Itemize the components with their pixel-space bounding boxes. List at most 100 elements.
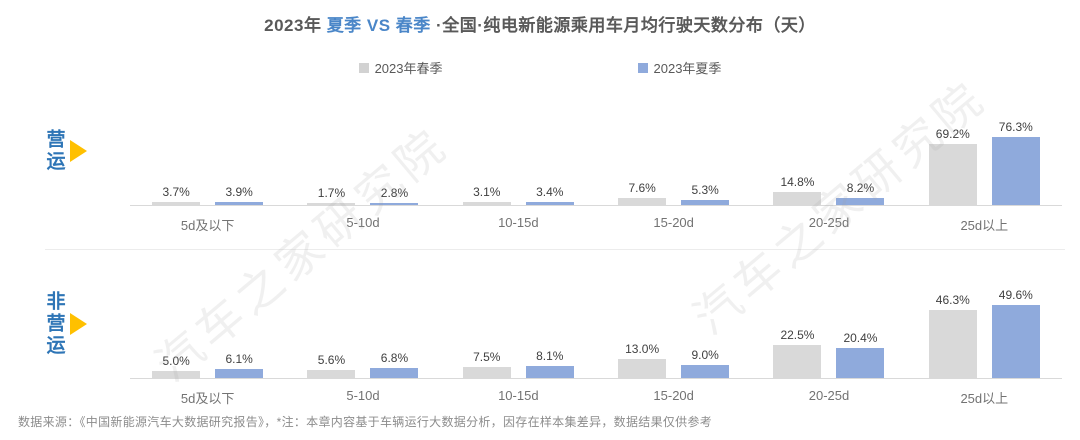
bar-value-label: 6.1% [225, 352, 253, 366]
bars-row: 3.7% 3.9% 1.7% 2.8% 3.1% 3.4% 7.6% 5.3% 14.8% 8.2… [130, 101, 1062, 206]
chart-section-operating: 营运 3.7% 3.9% 1.7% 2.8% 3.1% 3.4% 7.6% 5.3% 14.8%… [0, 101, 1080, 234]
bar-value-label: 13.0% [625, 341, 660, 356]
bar-unit: 2.8% [370, 186, 419, 205]
row-label-text: 非营运 [43, 290, 65, 357]
bar-value-label: 6.8% [380, 351, 409, 365]
legend-label: 2023年春季 [374, 61, 443, 76]
bar-value-label: 5.6% [317, 352, 346, 367]
bar-unit: 5.6% [307, 352, 356, 378]
bar [152, 370, 201, 378]
bar [773, 344, 822, 378]
bar [215, 369, 264, 378]
bar-group: 69.2% 76.3% [907, 120, 1062, 205]
bar [928, 309, 977, 378]
bar-unit: 69.2% [928, 126, 977, 205]
bar-unit: 20.4% [836, 331, 885, 378]
category-label: 15-20d [653, 388, 694, 403]
bar [525, 202, 574, 205]
bar-value-label: 14.8% [780, 174, 815, 189]
bar-unit: 8.1% [525, 349, 574, 378]
bar-group: 7.5% 8.1% [441, 349, 596, 378]
bars-row: 5.0% 6.1% 5.6% 6.8% 7.5% 8.1% 13.0% 9.0% 22.5% 20… [130, 274, 1062, 379]
category-axis: 5d及以下 5-10d 10-15d 15-20d 20-25d 25d以上 [130, 379, 1062, 407]
bar-unit: 6.8% [370, 351, 419, 378]
bar-value-label: 3.1% [473, 185, 501, 200]
bar [836, 348, 885, 378]
bar-group: 14.8% 8.2% [751, 175, 906, 205]
bar-group: 13.0% 9.0% [596, 342, 751, 378]
row-label-non-operating: 非营运 [0, 274, 130, 407]
bar-unit: 14.8% [773, 174, 822, 205]
legend-item-1: 2023年夏季 [637, 58, 722, 77]
bar [681, 200, 730, 205]
section-divider [45, 249, 1065, 250]
bar [991, 137, 1040, 205]
legend-swatch [358, 62, 369, 73]
bar-value-label: 69.2% [935, 126, 970, 141]
bar-value-label: 9.0% [691, 347, 719, 362]
category-label: 10-15d [498, 388, 539, 403]
legend-label: 2023年夏季 [653, 61, 722, 76]
chart-section-non-operating: 非营运 5.0% 6.1% 5.6% 6.8% 7.5% 8.1% 13.0% 9.0% 22.… [0, 274, 1080, 407]
bar [370, 368, 419, 378]
chart-area-operating: 3.7% 3.9% 1.7% 2.8% 3.1% 3.4% 7.6% 5.3% 14.8% 8.2… [130, 101, 1062, 234]
category-label: 5d及以下 [180, 391, 235, 406]
bar-unit: 1.7% [307, 186, 356, 205]
category-label: 25d以上 [960, 391, 1009, 406]
category-label: 10-15d [498, 215, 539, 230]
bar-value-label: 46.3% [935, 292, 970, 307]
page-title: 2023年 夏季 VS 春季 ·全国·纯电新能源乘用车月均行驶天数分布（天） [0, 0, 1080, 36]
category-label: 5-10d [346, 215, 380, 230]
bar [307, 369, 356, 378]
bar [370, 202, 419, 205]
bar-unit: 9.0% [681, 347, 730, 378]
category-label: 20-25d [808, 215, 850, 230]
bar-group: 46.3% 49.6% [907, 288, 1062, 378]
legend-swatch [637, 62, 648, 73]
legend: 2023年春季 2023年夏季 [0, 58, 1080, 77]
bar [618, 358, 667, 378]
bar-value-label: 49.6% [998, 288, 1033, 302]
bar [681, 364, 730, 378]
title-suffix: ·全国·纯电新能源乘用车月均行驶天数分布（天） [430, 16, 816, 35]
bar-value-label: 8.1% [536, 349, 564, 364]
bar-value-label: 3.9% [225, 184, 253, 199]
chart-area-non-operating: 5.0% 6.1% 5.6% 6.8% 7.5% 8.1% 13.0% 9.0% 22.5% 20… [130, 274, 1062, 407]
category-label: 5-10d [346, 388, 380, 403]
category-label: 25d以上 [960, 218, 1009, 233]
bar-unit: 13.0% [618, 341, 667, 378]
triangle-right-icon [70, 139, 88, 162]
category-label: 15-20d [653, 215, 694, 230]
bar-group: 3.7% 3.9% [130, 184, 285, 205]
bar-value-label: 8.2% [846, 180, 875, 195]
title-highlight: 夏季 VS 春季 [326, 16, 431, 35]
bar [618, 198, 667, 205]
bar-value-label: 3.7% [162, 184, 190, 199]
bar-value-label: 3.4% [536, 185, 564, 199]
bar-group: 7.6% 5.3% [596, 181, 751, 205]
bar-unit: 49.6% [991, 288, 1040, 378]
bar-value-label: 5.0% [162, 353, 190, 368]
bar-unit: 6.1% [215, 352, 264, 378]
bar-group: 5.0% 6.1% [130, 352, 285, 378]
bar [462, 367, 511, 378]
bar [462, 202, 511, 205]
bar-unit: 22.5% [773, 327, 822, 378]
bar-group: 1.7% 2.8% [285, 186, 440, 205]
bar [525, 366, 574, 378]
bar-value-label: 1.7% [317, 186, 346, 200]
category-axis: 5d及以下 5-10d 10-15d 15-20d 20-25d 25d以上 [130, 206, 1062, 234]
bar-unit: 5.3% [681, 183, 730, 205]
bar-group: 5.6% 6.8% [285, 351, 440, 378]
bar-value-label: 22.5% [780, 327, 815, 342]
bar-value-label: 7.5% [473, 350, 501, 364]
bar-unit: 7.5% [462, 350, 511, 378]
bar [991, 305, 1040, 378]
category-label: 5d及以下 [180, 218, 235, 233]
bar-unit: 3.9% [215, 184, 264, 205]
bar-group: 22.5% 20.4% [751, 328, 906, 378]
footer-note: 数据来源：《中国新能源汽车大数据研究报告》，*注：本章内容基于车辆运行大数据分析… [18, 415, 713, 429]
bar-value-label: 76.3% [998, 120, 1033, 135]
bar-unit: 46.3% [928, 292, 977, 378]
